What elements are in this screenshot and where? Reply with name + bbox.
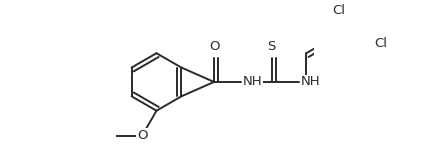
Text: O: O bbox=[137, 129, 147, 142]
Text: S: S bbox=[267, 40, 276, 53]
Text: Cl: Cl bbox=[332, 4, 345, 17]
Text: Cl: Cl bbox=[375, 37, 387, 50]
Text: NH: NH bbox=[243, 76, 263, 88]
Text: O: O bbox=[209, 40, 219, 53]
Text: NH: NH bbox=[301, 76, 320, 88]
